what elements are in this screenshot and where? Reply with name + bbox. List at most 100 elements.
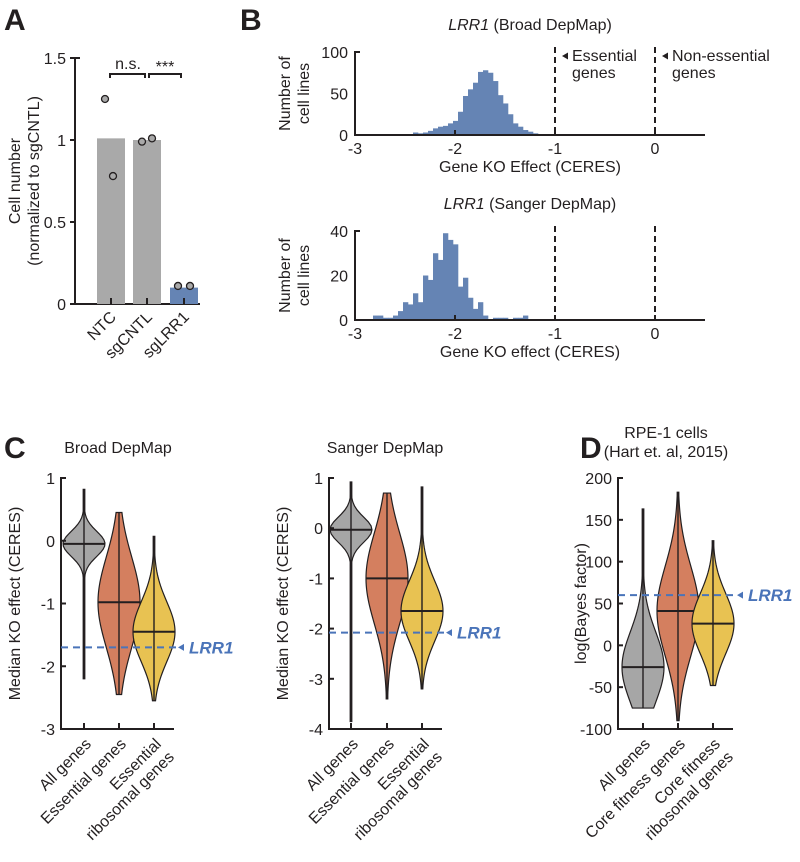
a-bar [170, 287, 198, 304]
b-broad-hist-bar [498, 95, 504, 135]
b-broad-title: LRR1 (Broad DepMap) [448, 17, 612, 34]
b-sanger-hist-bar [503, 317, 509, 320]
b-sanger-hist-bar [483, 315, 489, 320]
b-broad-hist-bar [468, 89, 474, 135]
b-sanger-hist-bar [418, 302, 424, 320]
b-sanger-xtick-label: -1 [548, 326, 562, 343]
b-broad-hist-bar [433, 128, 439, 135]
a-sig-label-ns: n.s. [115, 56, 141, 73]
b-broad-arrow-icon [562, 52, 568, 60]
c-sanger-ytick-label: 0 [314, 521, 323, 538]
b-broad-hist-bar [453, 120, 459, 135]
panel-letter-d: D [580, 432, 602, 465]
d-rpe1-ylabel: log(Bayes factor) [573, 543, 590, 664]
b-broad-ytick-label: 0 [339, 128, 348, 145]
b-broad-xtick-label: -3 [348, 141, 362, 158]
b-sanger-hist-bar [453, 244, 459, 320]
b-sanger-hist-bar [518, 317, 524, 320]
b-sanger-ytick-label: 40 [330, 224, 348, 241]
a-bar [97, 138, 125, 304]
b-sanger-hist-bar [383, 317, 389, 320]
a-ytick-label: 1.5 [44, 51, 66, 68]
b-sanger-hist-bar [438, 259, 444, 320]
b-sanger-xtick-label: -2 [448, 326, 462, 343]
b-sanger-ytick-label: 20 [330, 269, 348, 286]
b-sanger-hist-bar [463, 277, 469, 320]
b-broad-hist-bar [473, 82, 479, 135]
a-data-point [185, 281, 195, 291]
c-broad-lrr1-label: LRR1 [189, 638, 233, 657]
c-broad-ytick-label: -2 [41, 659, 55, 676]
d-rpe1-ytick-label: 100 [585, 555, 612, 572]
b-sanger-hist-bar [433, 253, 439, 320]
panel-letter-a: A [4, 4, 26, 37]
b-broad-hist-bar [478, 71, 484, 135]
b-broad-hist-bar [438, 126, 444, 135]
c-sanger-ytick-label: 1 [314, 471, 323, 488]
a-data-point [100, 94, 110, 104]
b-sanger-title: LRR1 (Sanger DepMap) [444, 196, 617, 213]
b-broad-ylabel-line2: cell lines [296, 63, 313, 124]
a-sig-bracket-ns [109, 73, 146, 78]
b-broad-hist-bar [523, 130, 529, 135]
b-sanger-hist-bar [498, 317, 504, 320]
a-data-point [173, 281, 183, 291]
b-sanger-hist-bar [513, 317, 519, 320]
b-broad-ytick-label: 100 [321, 45, 348, 62]
b-sanger-hist-bar [413, 293, 419, 320]
d-rpe1-title-line1: RPE-1 cells [624, 425, 708, 442]
b-broad-axes [354, 51, 705, 136]
b-broad-hist-bar [503, 103, 509, 135]
a-ylabel-line2: (normalized to sgCNTL) [26, 96, 43, 266]
c-broad-ytick-label: -1 [41, 597, 55, 614]
b-broad-hist-bar [518, 126, 524, 135]
a-ylabel-line1: Cell number [7, 137, 24, 224]
c-broad-arrow-icon [178, 643, 184, 651]
d-rpe1-title-line2: (Hart et. al, 2015) [604, 444, 729, 461]
panel-letter-c: C [4, 432, 26, 465]
b-sanger-hist-bar [388, 317, 394, 320]
b-broad-hist-bar [508, 114, 514, 135]
b-sanger-title-rest: (Sanger DepMap) [485, 196, 617, 213]
b-sanger-hist-bar [423, 275, 429, 320]
b-sanger-hist-bar [468, 297, 474, 320]
b-sanger-hist-bar [478, 302, 484, 320]
b-sanger-hist-bar [403, 302, 409, 320]
d-rpe1-ytick-label: 0 [603, 638, 612, 655]
b-sanger-xtick-label: 0 [651, 326, 660, 343]
b-broad-title-rest: (Broad DepMap) [489, 17, 612, 34]
b-sanger-xtick-label: -3 [348, 326, 362, 343]
d-rpe1-arrow-icon [737, 591, 743, 599]
c-broad-ylabel: Median KO effect (CERES) [7, 507, 24, 701]
d-rpe1-ytick-label: 200 [585, 471, 612, 488]
b-broad-xtick-label: -2 [448, 141, 462, 158]
c-sanger-title: Sanger DepMap [327, 440, 444, 457]
c-broad-ytick-label: -3 [41, 722, 55, 739]
b-sanger-hist-bar [523, 315, 529, 320]
b-sanger-hist-bar [398, 311, 404, 320]
b-broad-xtick-label: -1 [548, 141, 562, 158]
c-sanger-ytick-label: -4 [309, 722, 323, 739]
d-rpe1-ytick-label: 150 [585, 513, 612, 530]
c-sanger-arrow-icon [446, 629, 452, 637]
b-sanger-hist-bar [378, 315, 384, 320]
b-sanger-hist-bar [443, 233, 449, 320]
b-broad-hist-bar [428, 130, 434, 135]
b-sanger-hist-bar [448, 239, 454, 320]
c-sanger-lrr1-label: LRR1 [457, 624, 501, 643]
b-broad-ylabel-line1: Number of [277, 56, 294, 131]
a-sig-label-stars: *** [156, 59, 175, 76]
b-broad-ref-label-line2: genes [572, 65, 616, 82]
b-sanger-hist-bar [373, 315, 379, 320]
b-broad-hist-bar [493, 81, 499, 135]
a-ytick-label: 1 [57, 133, 66, 150]
a-sig-bracket-stars [148, 73, 182, 78]
d-rpe1-ytick-label: 50 [594, 597, 612, 614]
b-sanger-axes [354, 230, 705, 321]
b-broad-hist-bar [488, 72, 494, 135]
a-ytick-label: 0 [57, 297, 66, 314]
b-broad-hist-bar [528, 131, 534, 135]
a-bar [133, 140, 161, 304]
d-rpe1-ytick-label: -50 [589, 680, 612, 697]
